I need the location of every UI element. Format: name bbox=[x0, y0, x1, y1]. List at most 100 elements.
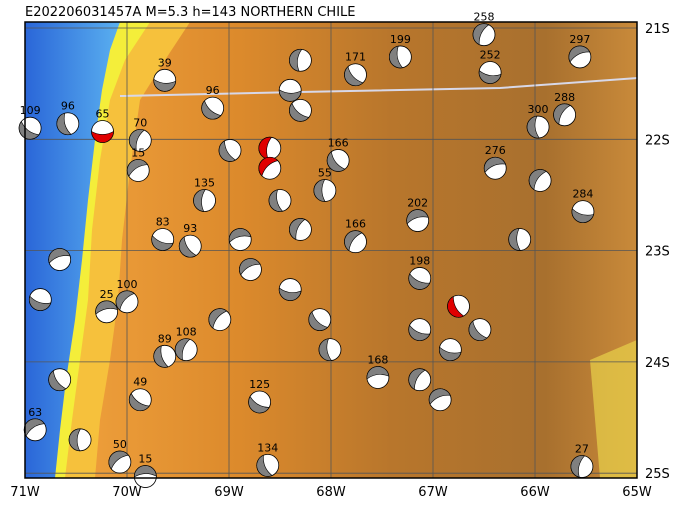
beachball bbox=[258, 156, 282, 180]
beachball bbox=[133, 465, 157, 488]
depth-label: 135 bbox=[194, 177, 215, 190]
lat-tick-label: 24S bbox=[645, 356, 670, 371]
beachball bbox=[366, 366, 390, 389]
beachball-quadrant bbox=[48, 370, 67, 391]
beachball-quadrant bbox=[468, 320, 488, 341]
beachball bbox=[208, 308, 232, 332]
beachball bbox=[388, 45, 412, 69]
beachball bbox=[126, 159, 150, 182]
lon-tick-label: 71W bbox=[10, 485, 40, 500]
depth-label: 300 bbox=[528, 103, 549, 116]
beachball-quadrant bbox=[258, 136, 273, 160]
beachball-quadrant bbox=[278, 287, 302, 301]
beachball bbox=[288, 48, 312, 72]
depth-label: 96 bbox=[61, 100, 75, 113]
lon-tick-label: 70W bbox=[112, 485, 142, 500]
beachball-quadrant bbox=[239, 258, 261, 276]
lat-tick-label: 25S bbox=[645, 467, 670, 482]
depth-label: 39 bbox=[158, 56, 172, 69]
beachball-quadrant bbox=[289, 218, 306, 240]
beachball bbox=[344, 63, 367, 87]
beachball bbox=[472, 23, 496, 47]
beachball-quadrant bbox=[344, 66, 364, 87]
beachball bbox=[553, 103, 576, 127]
beachball bbox=[174, 338, 198, 362]
beachball-quadrant bbox=[447, 296, 465, 318]
axis-labels: 71W 70W 69W 68W 67W 66W 65W 21S 22S 23S 24S 25S bbox=[10, 22, 670, 500]
beachball-quadrant bbox=[289, 49, 303, 72]
beachball bbox=[178, 234, 202, 258]
beachball bbox=[344, 230, 367, 254]
beachball-quadrant bbox=[570, 455, 586, 478]
focal-mechanisms: 65 109 96 70 15 39 96 199 258 297 252 171 300 288 276 2… bbox=[18, 11, 595, 488]
depth-label: 108 bbox=[176, 326, 197, 339]
beachball bbox=[48, 248, 72, 271]
depth-label: 134 bbox=[257, 441, 278, 454]
beachball bbox=[23, 418, 47, 442]
depth-label: 96 bbox=[206, 84, 220, 97]
lat-tick-label: 22S bbox=[645, 133, 670, 148]
beachball-quadrant bbox=[289, 102, 310, 122]
depth-label: 65 bbox=[96, 108, 110, 121]
beachball bbox=[468, 318, 492, 342]
beachball-quadrant bbox=[478, 70, 502, 84]
beachball-quadrant bbox=[571, 208, 594, 223]
beachball-quadrant bbox=[108, 450, 129, 470]
beachball bbox=[438, 338, 462, 362]
lon-tick-label: 65W bbox=[622, 485, 652, 500]
beachball bbox=[406, 209, 430, 232]
beachball-quadrant bbox=[326, 151, 346, 172]
beachball-quadrant bbox=[406, 209, 429, 225]
depth-label: 166 bbox=[328, 136, 349, 149]
beachball-quadrant bbox=[308, 311, 329, 331]
beachball bbox=[571, 200, 595, 224]
beachball-quadrant bbox=[151, 235, 174, 251]
depth-label: 27 bbox=[575, 443, 589, 456]
depth-label: 288 bbox=[554, 91, 575, 104]
beachball bbox=[408, 267, 432, 290]
depth-label: 15 bbox=[138, 453, 152, 466]
beachball bbox=[95, 300, 118, 324]
beachball-quadrant bbox=[68, 428, 81, 452]
lat-tick-label: 21S bbox=[645, 22, 670, 37]
beachball bbox=[115, 290, 139, 314]
depth-label: 100 bbox=[117, 278, 138, 291]
map-title: E202206031457A M=5.3 h=143 NORTHERN CHIL… bbox=[25, 5, 356, 20]
beachball-quadrant bbox=[553, 103, 571, 125]
beachball bbox=[483, 156, 507, 180]
beachball-quadrant bbox=[258, 156, 279, 177]
depth-label: 198 bbox=[409, 254, 430, 267]
depth-label: 109 bbox=[20, 104, 41, 117]
lon-tick-label: 68W bbox=[316, 485, 346, 500]
lon-tick-label: 66W bbox=[520, 485, 550, 500]
depth-label: 258 bbox=[474, 11, 495, 24]
beachball bbox=[128, 388, 152, 412]
depth-label: 284 bbox=[572, 188, 593, 201]
beachball-quadrant bbox=[18, 120, 40, 140]
beachball bbox=[326, 149, 350, 172]
beachball bbox=[201, 96, 225, 120]
beachball bbox=[68, 428, 92, 452]
beachball-quadrant bbox=[129, 392, 150, 412]
beachball-quadrant bbox=[48, 248, 71, 264]
depth-label: 25 bbox=[100, 288, 114, 301]
beachball-quadrant bbox=[129, 129, 145, 152]
beachball-quadrant bbox=[126, 159, 149, 177]
beachball-quadrant bbox=[256, 454, 273, 477]
beachball bbox=[278, 78, 302, 102]
beachball-quadrant bbox=[248, 395, 270, 414]
beachball bbox=[153, 68, 177, 92]
beachball-quadrant bbox=[472, 23, 490, 46]
depth-label: 276 bbox=[485, 144, 506, 157]
depth-label: 63 bbox=[28, 406, 42, 419]
beachball-quadrant bbox=[526, 115, 540, 139]
beachball bbox=[108, 450, 132, 474]
beachball-quadrant bbox=[408, 368, 426, 390]
beachball bbox=[508, 228, 532, 251]
beachball bbox=[128, 129, 152, 152]
depth-label: 297 bbox=[569, 33, 590, 46]
beachball-quadrant bbox=[313, 179, 326, 202]
beachball-quadrant bbox=[208, 308, 228, 329]
depth-label: 49 bbox=[133, 376, 147, 389]
